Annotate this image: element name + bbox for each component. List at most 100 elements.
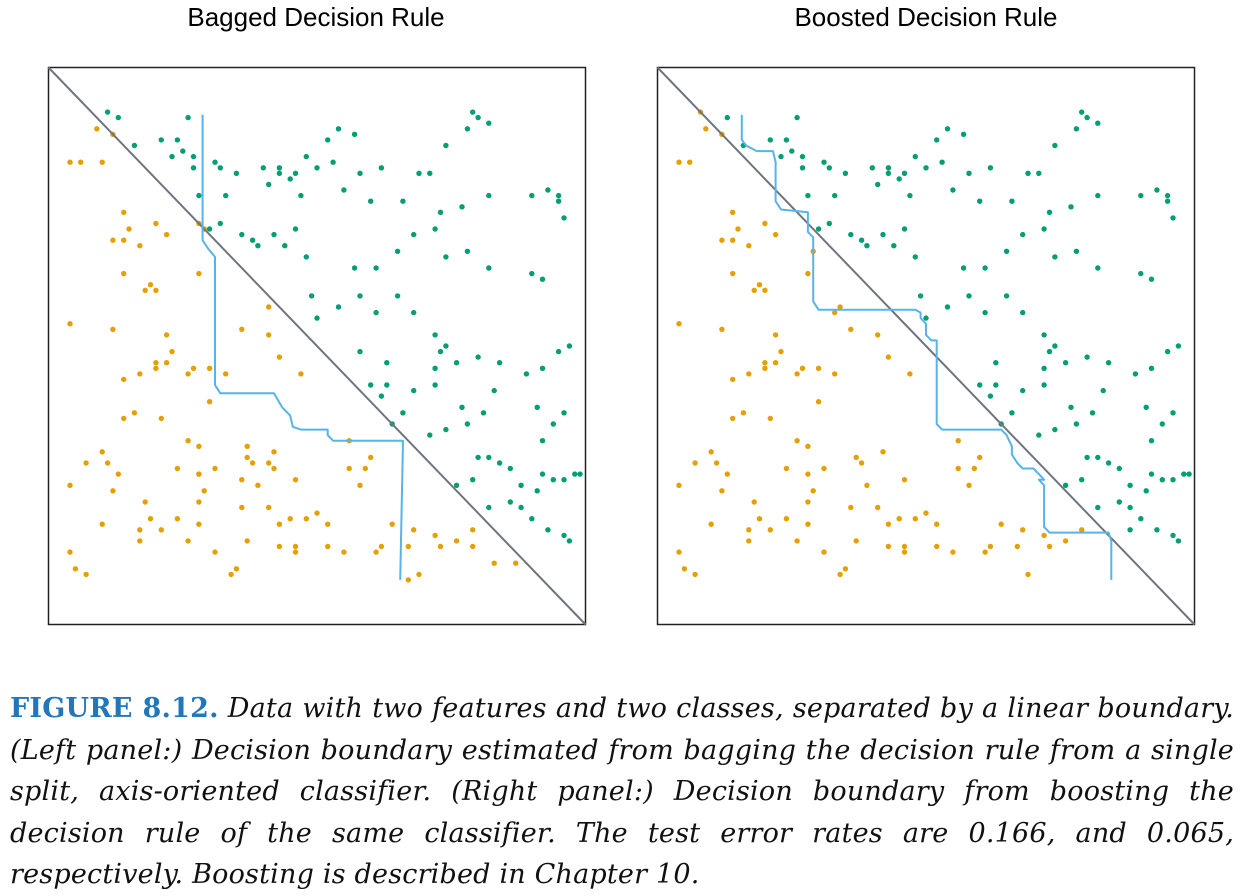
bagged-orange-point: [314, 510, 320, 516]
bagged-green-point: [475, 114, 481, 121]
boosted-green-point: [1062, 482, 1069, 488]
boosted-green-point: [1181, 471, 1187, 477]
bagged-orange-point: [266, 504, 272, 511]
bagged-orange-point: [292, 477, 299, 483]
boosted-orange-point: [762, 220, 768, 227]
bagged-orange-point: [362, 465, 368, 472]
bagged-green-point: [475, 454, 481, 461]
boosted-orange-point: [767, 527, 773, 533]
boosted-green-point: [993, 360, 999, 366]
bagged-green-point: [496, 460, 503, 466]
boosted-green-point: [1084, 354, 1090, 360]
boosted-orange-point: [730, 415, 736, 422]
bagged-green-point: [174, 137, 181, 143]
bagged-orange-point: [405, 543, 411, 550]
bagged-orange-point: [239, 326, 245, 332]
boosted-green-point: [923, 165, 929, 171]
boosted-green-point: [1009, 198, 1015, 204]
bagged-green-point: [368, 198, 374, 204]
boosted-orange-point: [864, 482, 870, 488]
boosted-green-point: [966, 293, 972, 299]
boosted-green-point: [875, 181, 881, 188]
bagged-green-point: [373, 309, 379, 316]
boosted-orange-point: [767, 415, 773, 422]
right-panel-title: Boosted Decision Rule: [794, 2, 1058, 32]
boosted-green-point: [1068, 404, 1074, 410]
boosted-orange-point: [756, 516, 763, 522]
bagged-green-point: [555, 192, 562, 199]
boosted-green-point: [1036, 432, 1042, 438]
boosted-green-point: [1089, 410, 1096, 416]
bagged-green-point: [529, 516, 535, 522]
boosted-orange-point: [772, 231, 779, 238]
boosted-green-point: [1046, 209, 1053, 215]
bagged-green-point: [292, 170, 299, 176]
boosted-green-point: [977, 198, 983, 204]
bagged-orange-point: [174, 516, 181, 522]
boosted-orange-point: [950, 549, 956, 555]
boosted-orange-point: [794, 371, 800, 377]
boosted-green-point: [1116, 499, 1122, 505]
boosted-orange-point: [676, 321, 682, 327]
bagged-plot-frame: [47, 66, 587, 626]
bagged-orange-point: [206, 399, 213, 405]
bagged-orange-point: [121, 237, 127, 243]
bagged-green-point: [233, 170, 240, 176]
bagged-orange-point: [266, 460, 272, 466]
boosted-green-point: [1052, 142, 1058, 149]
bagged-orange-point: [292, 549, 299, 555]
boosted-green-point: [1062, 360, 1069, 366]
boosted-green-point: [901, 226, 908, 232]
bagged-orange-point: [121, 209, 127, 215]
bagged-green-point: [217, 220, 223, 227]
bagged-green-point: [561, 477, 567, 483]
boosted-green-point: [1036, 170, 1042, 176]
boosted-green-point: [993, 382, 999, 388]
boosted-orange-point: [901, 477, 908, 483]
bagged-orange-point: [244, 538, 250, 544]
bagged-orange-point: [104, 460, 111, 466]
bagged-green-point: [378, 165, 385, 171]
boosted-green-point: [858, 237, 865, 243]
boosted-orange-point: [735, 226, 741, 232]
bagged-orange-point: [341, 549, 347, 555]
boosted-orange-point: [901, 543, 908, 550]
boosted-orange-point: [708, 521, 714, 527]
bagged-orange-point: [83, 460, 89, 466]
bagged-orange-point: [153, 360, 159, 366]
boosted-green-point: [794, 114, 800, 121]
bagged-green-point: [523, 371, 530, 377]
boosted-green-point: [826, 165, 832, 171]
bagged-green-point: [276, 170, 283, 176]
boosted-orange-point: [719, 326, 725, 332]
boosted-orange-point: [708, 449, 714, 455]
bagged-green-point: [539, 471, 546, 477]
bagged-green-point: [190, 165, 197, 171]
bagged-orange-point: [99, 449, 105, 455]
bagged-green-point: [239, 231, 245, 238]
bagged-green-point: [411, 387, 417, 394]
boosted-orange-point: [848, 326, 854, 332]
bagged-green-point: [486, 192, 492, 199]
boosted-green-point: [1095, 120, 1101, 126]
boosted-orange-point: [730, 376, 736, 383]
bagged-green-point: [486, 120, 492, 126]
boosted-green-point: [821, 159, 827, 165]
boosted-green-point: [1148, 365, 1155, 371]
boosted-orange-point: [912, 516, 918, 522]
bagged-orange-point: [190, 365, 197, 371]
bagged-orange-point: [239, 504, 245, 511]
boosted-orange-point: [810, 488, 816, 494]
boosted-orange-point: [955, 465, 961, 472]
boosted-green-point: [1175, 343, 1182, 349]
boosted-orange-point: [837, 304, 843, 310]
bagged-orange-point: [373, 549, 379, 555]
boosted-green-point: [960, 131, 967, 137]
boosted-orange-point: [998, 521, 1004, 527]
bagged-green-point: [185, 114, 191, 121]
bagged-orange-point: [239, 477, 245, 483]
bagged-orange-point: [99, 521, 105, 527]
boosted-green-point: [912, 153, 918, 160]
bagged-orange-point: [212, 549, 218, 555]
bagged-orange-point: [185, 438, 191, 444]
